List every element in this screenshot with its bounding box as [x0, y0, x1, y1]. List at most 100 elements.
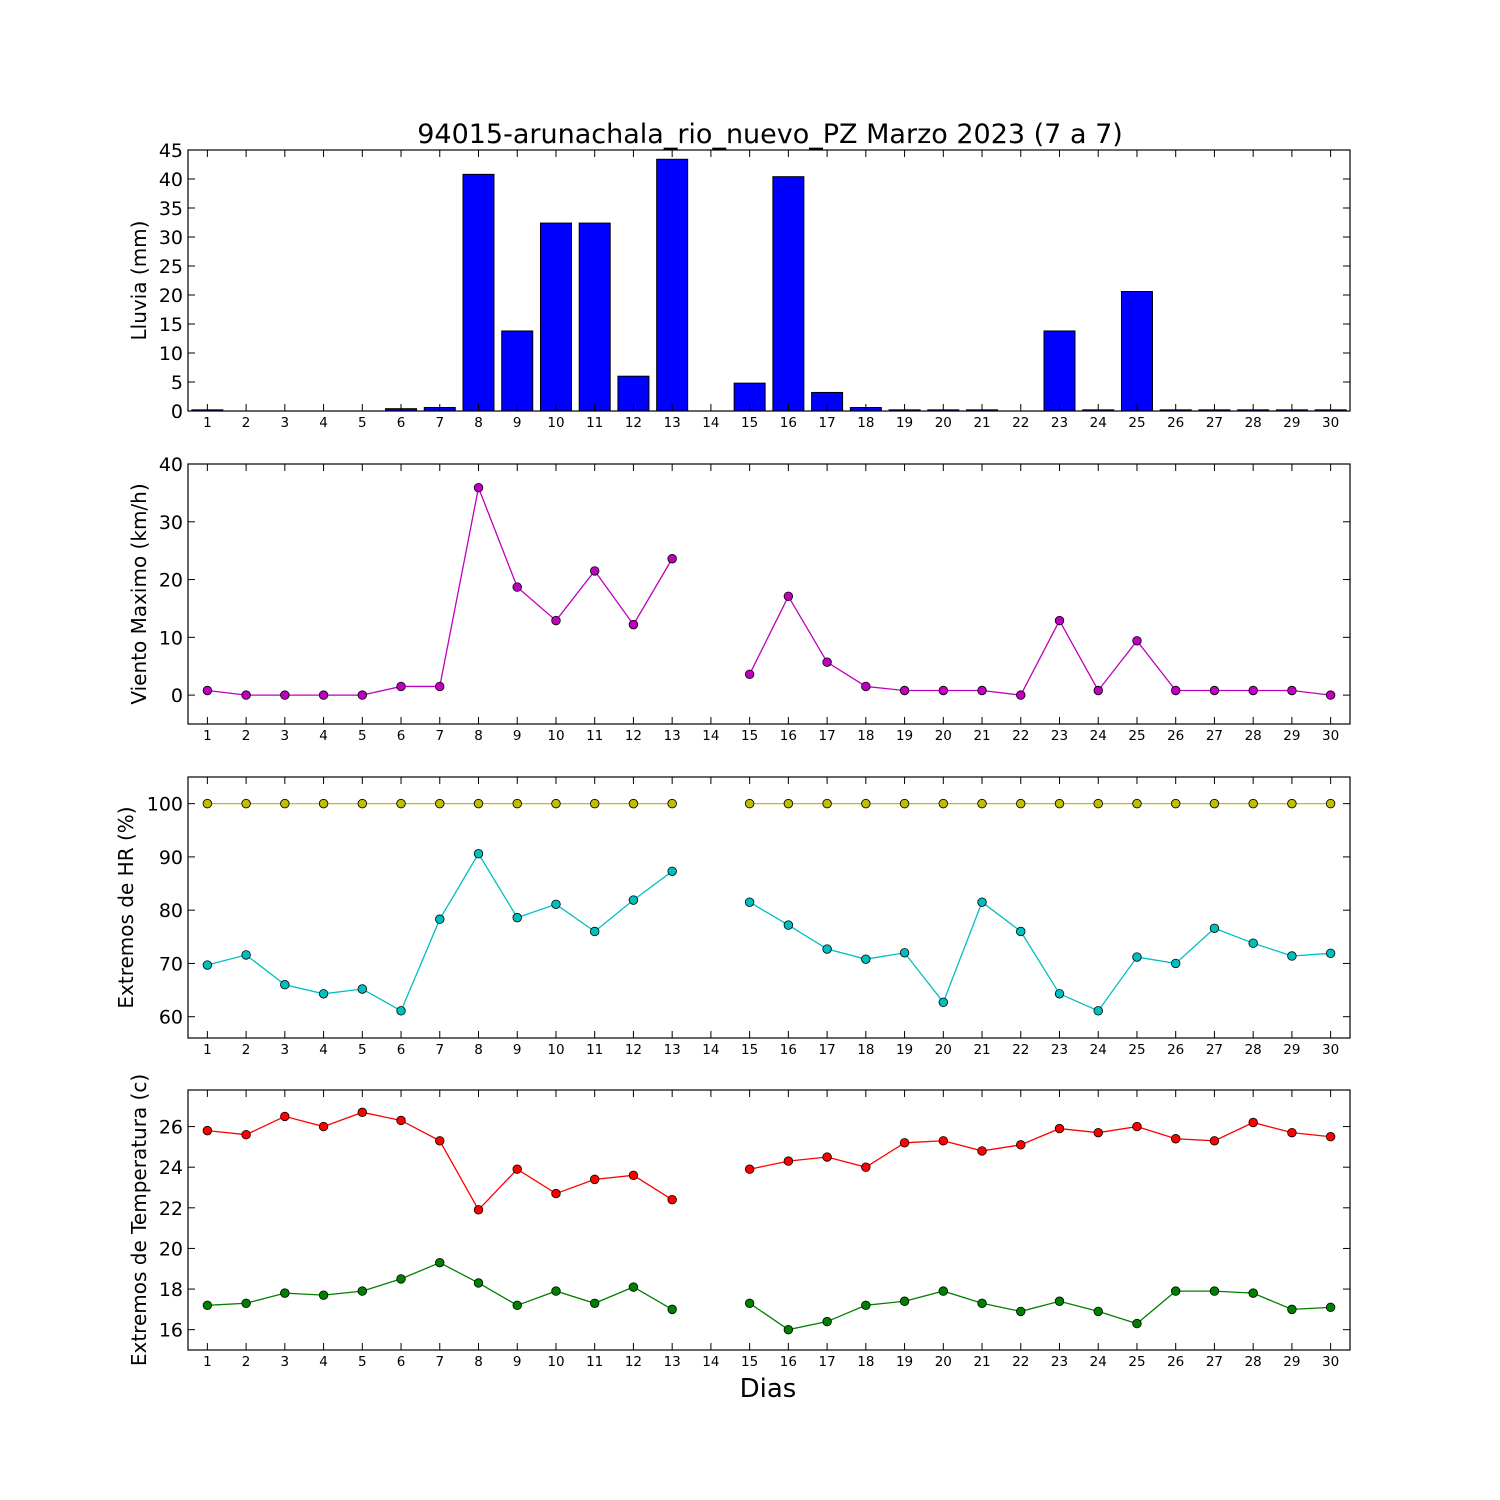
x-tick-label: 13: [664, 415, 681, 431]
series-2-point-day-23: [1054, 1296, 1065, 1306]
series-1-point-day-6: [396, 1115, 406, 1126]
series-2-point-day-15: [744, 1298, 755, 1308]
x-tick-label: 28: [1245, 728, 1262, 744]
series-1-point-day-17: [822, 798, 832, 809]
x-tick-label: 25: [1128, 1042, 1145, 1058]
series-2-point-day-3: [280, 980, 290, 990]
x-tick-label: 8: [474, 415, 483, 431]
series-1-point-day-21: [977, 1146, 987, 1156]
x-tick-label: 22: [1012, 415, 1029, 431]
x-tick-label: 30: [1322, 1042, 1339, 1058]
chart-title: 94015-arunachala_rio_nuevo_PZ Marzo 2023…: [417, 119, 1123, 150]
series-2-point-day-2: [241, 1298, 251, 1308]
x-tick-label: 21: [973, 415, 990, 431]
series-1-point-day-2: [241, 798, 251, 809]
x-tick-label: 30: [1322, 728, 1339, 744]
x-tick-label: 23: [1051, 1042, 1068, 1058]
y-tick-label: 10: [159, 627, 183, 649]
series-2-point-day-11: [590, 926, 600, 937]
series-2-point-day-9: [512, 912, 522, 923]
series-1-line-segment-2: [749, 1121, 1331, 1170]
series-1-point-day-30: [1325, 690, 1336, 700]
series-1-point-day-23: [1054, 615, 1065, 626]
y-tick-label: 30: [159, 512, 183, 534]
x-tick-label: 28: [1245, 415, 1262, 431]
x-tick-label: 17: [819, 728, 836, 744]
series-1-point-day-17: [822, 1152, 832, 1162]
x-tick-label: 10: [547, 728, 564, 744]
x-tick-label: 19: [896, 1042, 913, 1058]
x-tick-label: 11: [586, 415, 603, 431]
series-2-point-day-1: [202, 1300, 213, 1311]
x-tick-label: 20: [935, 415, 952, 431]
series-2-point-day-6: [396, 1274, 406, 1284]
x-tick-label: 2: [242, 415, 251, 431]
x-tick-label: 1: [203, 1354, 212, 1370]
x-tick-label: 16: [780, 415, 797, 431]
x-tick-label: 26: [1167, 1354, 1184, 1370]
x-tick-label: 20: [935, 1354, 952, 1370]
x-tick-label: 5: [358, 1354, 367, 1370]
y-tick-label: 22: [159, 1198, 183, 1220]
series-2-point-day-27: [1209, 1286, 1220, 1296]
x-tick-label: 27: [1206, 415, 1223, 431]
series-1-point-day-9: [512, 798, 522, 809]
y-tick-label: 15: [159, 314, 183, 336]
series-1-point-day-4: [318, 798, 329, 809]
y-tick-label: 24: [159, 1157, 183, 1179]
plot-frame: [187, 149, 1351, 412]
series-2-point-day-27: [1209, 923, 1220, 933]
x-tick-label: 17: [819, 1354, 836, 1370]
x-tick-label: 3: [281, 728, 290, 744]
series-2-point-day-21: [977, 1298, 987, 1308]
series-2-point-day-12: [628, 1282, 639, 1292]
y-tick-label: 20: [159, 1238, 183, 1260]
x-tick-label: 8: [474, 1354, 483, 1370]
x-tick-label: 15: [741, 415, 758, 431]
series-1-point-day-23: [1054, 1123, 1065, 1134]
bar-day-10: [539, 222, 572, 412]
series-2-point-day-20: [938, 997, 949, 1008]
series-1-point-day-10: [551, 1188, 561, 1199]
series-1-point-day-28: [1248, 1117, 1258, 1128]
series-1-point-day-2: [241, 690, 251, 700]
x-tick-label: 11: [586, 1042, 603, 1058]
series-1-point-day-4: [318, 690, 329, 700]
y-tick-label: 0: [171, 401, 183, 423]
x-tick-label: 16: [780, 1354, 797, 1370]
x-tick-label: 11: [586, 728, 603, 744]
x-tick-label: 7: [435, 1354, 444, 1370]
series-2-point-day-3: [280, 1288, 290, 1298]
x-tick-label: 10: [547, 1354, 564, 1370]
series-1-point-day-19: [899, 798, 910, 809]
series-1-point-day-13: [667, 554, 677, 564]
series-1-point-day-8: [473, 798, 484, 809]
series-1-point-day-30: [1325, 798, 1336, 809]
y-tick-label: 80: [159, 900, 183, 922]
x-tick-label: 8: [474, 1042, 483, 1058]
x-tick-label: 20: [935, 1042, 952, 1058]
series-1-point-day-16: [783, 1156, 794, 1166]
x-tick-label: 7: [435, 728, 444, 744]
y-tick-label: 16: [159, 1320, 183, 1342]
series-1-point-day-8: [473, 1205, 484, 1215]
series-1-point-day-1: [202, 798, 213, 809]
x-tick-label: 4: [319, 1042, 328, 1058]
series-1-point-day-3: [280, 1111, 290, 1122]
x-tick-label: 14: [702, 1354, 719, 1370]
plot-frame: [187, 1089, 1351, 1351]
x-tick-label: 14: [702, 1042, 719, 1058]
series-1-point-day-21: [977, 798, 987, 809]
x-tick-label: 9: [513, 1354, 522, 1370]
series-2-point-day-29: [1287, 951, 1297, 961]
x-tick-label: 9: [513, 728, 522, 744]
x-tick-label: 3: [281, 1042, 290, 1058]
bar-day-16: [772, 176, 805, 412]
x-tick-label: 27: [1206, 1042, 1223, 1058]
y-tick-label: 40: [159, 454, 183, 476]
series-1-point-day-8: [473, 482, 484, 493]
series-1-point-day-17: [822, 657, 832, 667]
series-1-point-day-6: [396, 798, 406, 809]
